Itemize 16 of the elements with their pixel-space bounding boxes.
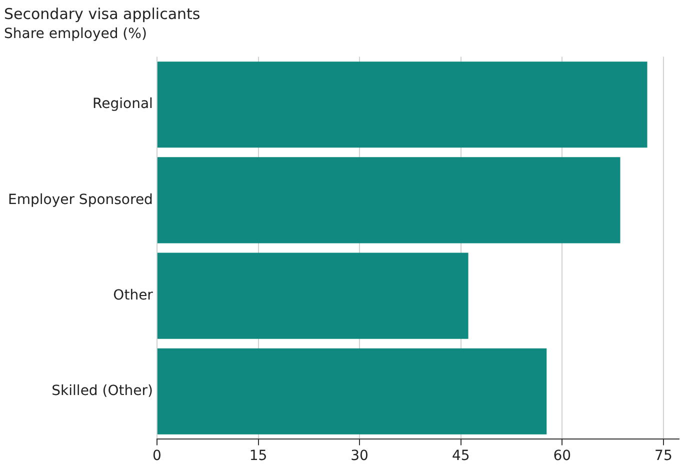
y-tick-label: Regional [92,96,153,112]
y-tick-label: Other [113,287,154,304]
x-tick-label: 45 [452,448,470,464]
x-tick-label: 0 [152,448,162,464]
x-tick-label: 30 [350,448,368,464]
y-tick-label: Skilled (Other) [52,383,153,400]
bar [157,348,547,434]
chart-title: Secondary visa applicants [4,4,200,23]
x-tick-label: 60 [553,448,572,464]
bar [157,157,620,244]
x-tick-label: 15 [249,448,268,464]
chart-subtitle: Share employed (%) [4,26,147,42]
bar [157,62,648,148]
x-tick-label: 75 [654,448,672,464]
y-tick-label: Employer Sponsored [8,192,153,208]
bar [157,252,468,339]
